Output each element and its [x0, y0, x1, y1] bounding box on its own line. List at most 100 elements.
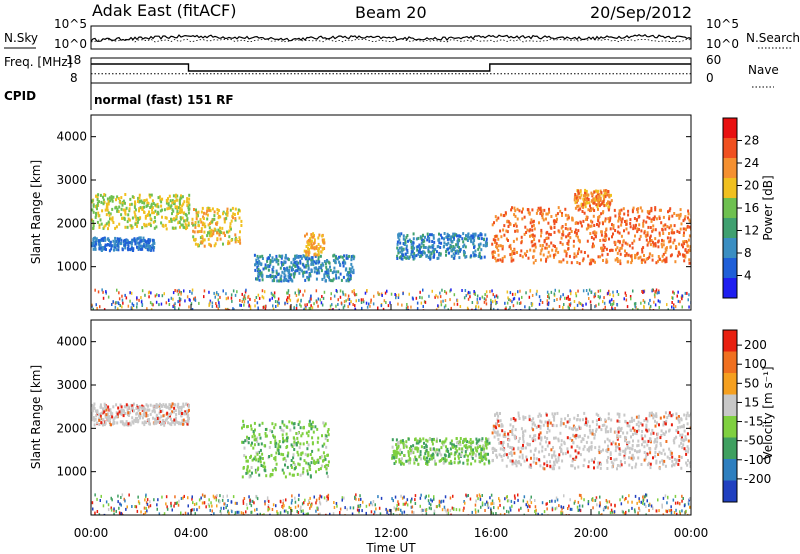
heatmap-feature-cell	[102, 237, 105, 241]
heatmap-cell	[612, 290, 614, 294]
heatmap-feature-cell	[652, 242, 655, 246]
heatmap-feature-cell	[179, 198, 182, 202]
heatmap-feature-cell	[560, 226, 563, 230]
heatmap-feature-cell	[419, 450, 422, 454]
heatmap-cell	[297, 498, 300, 502]
heatmap-feature-cell	[604, 219, 607, 223]
heatmap-cell	[188, 298, 191, 302]
heatmap-feature-cell	[166, 199, 169, 203]
heatmap-cell	[107, 508, 110, 512]
heatmap-feature-cell	[176, 405, 179, 409]
heatmap-feature-cell	[622, 240, 625, 244]
heatmap-cell	[506, 495, 508, 499]
heatmap-cell	[428, 501, 431, 505]
heatmap-feature-cell	[103, 410, 106, 414]
heatmap-feature-cell	[393, 456, 396, 460]
heatmap-cell	[286, 291, 288, 295]
heatmap-feature-cell	[528, 212, 531, 216]
heatmap-feature-cell	[571, 464, 574, 468]
heatmap-feature-cell	[469, 452, 471, 456]
heatmap-feature-cell	[154, 417, 156, 421]
heatmap-feature-cell	[178, 200, 181, 204]
heatmap-feature-cell	[587, 223, 590, 227]
heatmap-feature-cell	[688, 225, 691, 229]
heatmap-feature-cell	[297, 440, 300, 444]
heatmap-feature-cell	[173, 199, 176, 203]
heatmap-cell	[674, 494, 677, 498]
heatmap-feature-cell	[106, 414, 109, 418]
heatmap-cell	[113, 507, 115, 511]
heatmap-feature-cell	[271, 275, 274, 279]
heatmap-feature-cell	[506, 230, 509, 234]
heatmap-cell	[309, 299, 311, 303]
heatmap-feature-cell	[298, 271, 301, 275]
heatmap-feature-cell	[459, 440, 462, 444]
heatmap-feature-cell	[639, 255, 642, 259]
heatmap-feature-cell	[581, 210, 584, 213]
heatmap-cell	[331, 308, 334, 310]
heatmap-cell	[494, 299, 497, 303]
heatmap-feature-cell	[468, 445, 471, 449]
heatmap-feature-cell	[491, 252, 494, 256]
heatmap-feature-cell	[533, 238, 536, 242]
heatmap-feature-cell	[527, 208, 530, 212]
heatmap-cell	[441, 288, 443, 292]
heatmap-feature-cell	[334, 259, 337, 263]
heatmap-feature-cell	[420, 238, 423, 242]
heatmap-feature-cell	[271, 422, 274, 426]
heatmap-cell	[94, 288, 96, 292]
heatmap-feature-cell	[592, 237, 595, 241]
heatmap-feature-cell	[607, 217, 610, 221]
heatmap-feature-cell	[134, 208, 137, 212]
heatmap-cell	[232, 495, 235, 499]
heatmap-feature-cell	[188, 404, 190, 408]
heatmap-feature-cell	[634, 226, 637, 230]
heatmap-feature-cell	[281, 433, 284, 437]
heatmap-cell	[276, 300, 279, 304]
heatmap-feature-cell	[429, 454, 432, 458]
heatmap-feature-cell	[259, 272, 262, 275]
heatmap-feature-cell	[93, 406, 96, 410]
heatmap-feature-cell	[133, 418, 136, 422]
heatmap-feature-cell	[234, 217, 237, 220]
heatmap-cell	[253, 501, 255, 505]
heatmap-cell	[389, 508, 391, 512]
heatmap-feature-cell	[290, 459, 293, 462]
heatmap-feature-cell	[307, 434, 310, 438]
heatmap-feature-cell	[606, 252, 609, 256]
frequency-panel: Freq. [MHz] 18 8 60 0 Nave	[4, 53, 779, 88]
heatmap-feature-cell	[320, 454, 323, 458]
heatmap-feature-cell	[465, 237, 468, 241]
heatmap-feature-cell	[272, 269, 275, 273]
heatmap-feature-cell	[422, 250, 425, 254]
heatmap-feature-cell	[607, 200, 609, 204]
heatmap-cell	[529, 505, 531, 509]
heatmap-feature-cell	[412, 444, 415, 448]
heatmap-feature-cell	[325, 270, 328, 274]
heatmap-feature-cell	[112, 418, 115, 422]
heatmap-feature-cell	[457, 251, 460, 255]
heatmap-feature-cell	[578, 191, 581, 195]
heatmap-feature-cell	[318, 247, 320, 251]
heatmap-feature-cell	[549, 233, 552, 237]
heatmap-feature-cell	[424, 452, 427, 456]
heatmap-cell	[174, 302, 176, 306]
heatmap-feature-cell	[517, 411, 520, 415]
heatmap-cell	[177, 292, 180, 296]
heatmap-feature-cell	[606, 193, 609, 197]
heatmap-feature-cell	[539, 252, 542, 256]
heatmap-feature-cell	[152, 248, 155, 252]
heatmap-cell	[661, 505, 663, 509]
heatmap-feature-cell	[107, 220, 110, 224]
heatmap-feature-cell	[287, 279, 290, 283]
heatmap-feature-cell	[138, 209, 140, 213]
heatmap-feature-cell	[574, 230, 576, 234]
heatmap-cell	[645, 493, 647, 497]
heatmap-feature-cell	[261, 254, 264, 258]
heatmap-feature-cell	[644, 260, 647, 264]
heatmap-feature-cell	[143, 205, 146, 209]
heatmap-feature-cell	[151, 199, 154, 203]
heatmap-cell	[593, 292, 596, 296]
